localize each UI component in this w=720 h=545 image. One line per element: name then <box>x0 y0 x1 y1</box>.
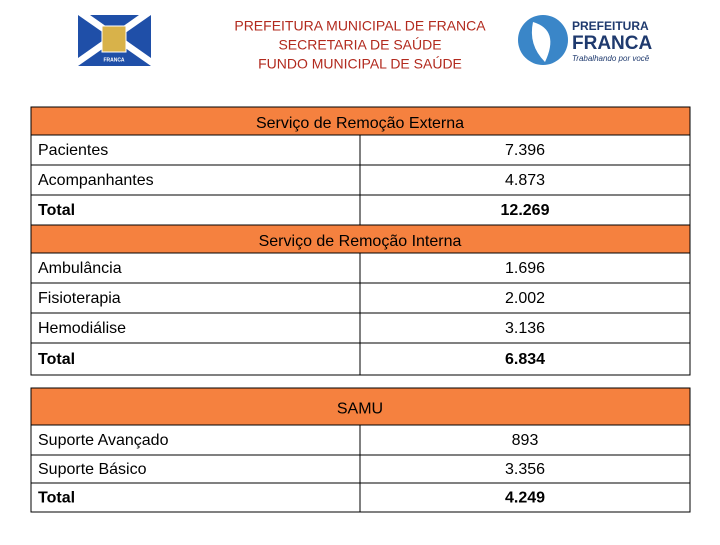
row-value: 7.396 <box>505 142 545 159</box>
label-cell <box>30 482 361 513</box>
label-cell <box>30 342 361 376</box>
row-label: Suporte Básico <box>38 461 147 478</box>
row-label: Total <box>38 202 75 219</box>
row-label: Ambulância <box>38 260 122 277</box>
row-label: Pacientes <box>38 142 108 159</box>
row-value: 4.249 <box>505 490 545 507</box>
value-cell <box>359 194 691 226</box>
value-cell <box>359 134 691 166</box>
value-cell <box>359 454 691 484</box>
header-line: SECRETARIA DE SAÚDE <box>278 37 441 53</box>
section-title: Serviço de Remoção Externa <box>256 115 464 132</box>
label-cell <box>30 252 361 284</box>
row-label: Total <box>38 351 75 368</box>
row-label: Suporte Avançado <box>38 432 169 449</box>
header-line: FUNDO MUNICIPAL DE SAÚDE <box>258 56 462 72</box>
left-logo: FRANCA <box>78 15 151 66</box>
logo-swoosh <box>531 22 551 62</box>
value-cell <box>359 482 691 513</box>
value-cell <box>359 424 691 456</box>
row-value: 893 <box>512 432 539 449</box>
label-cell <box>30 424 361 456</box>
row-value: 1.696 <box>505 260 545 277</box>
row-label: Fisioterapia <box>38 290 121 307</box>
row-value: 2.002 <box>505 290 545 307</box>
label-cell <box>30 454 361 484</box>
label-cell <box>30 194 361 226</box>
value-cell <box>359 342 691 376</box>
logo-slogan: Trabalhando por você <box>572 54 650 63</box>
section-title: SAMU <box>337 401 383 418</box>
header-line: PREFEITURA MUNICIPAL DE FRANCA <box>234 18 486 34</box>
value-cell <box>359 164 691 196</box>
crest <box>101 25 127 53</box>
logo-top: PREFEITURA <box>572 19 649 33</box>
row-label: Total <box>38 490 75 507</box>
section-header <box>30 106 691 136</box>
section-header <box>30 387 691 426</box>
row-value: 3.356 <box>505 461 545 478</box>
row-label: Acompanhantes <box>38 172 154 189</box>
right-logo: PREFEITURA FRANCA Trabalhando por você <box>518 15 652 65</box>
value-cell <box>359 282 691 314</box>
section-title: Serviço de Remoção Interna <box>259 233 462 250</box>
section-header <box>30 224 691 254</box>
label-cell <box>30 312 361 344</box>
flag-text: FRANCA <box>103 57 124 63</box>
row-value: 6.834 <box>505 351 545 368</box>
logo-name: FRANCA <box>572 33 652 54</box>
row-label: Hemodiálise <box>38 320 126 337</box>
row-value: 4.873 <box>505 172 545 189</box>
row-value: 3.136 <box>505 320 545 337</box>
row-value: 12.269 <box>501 202 550 219</box>
